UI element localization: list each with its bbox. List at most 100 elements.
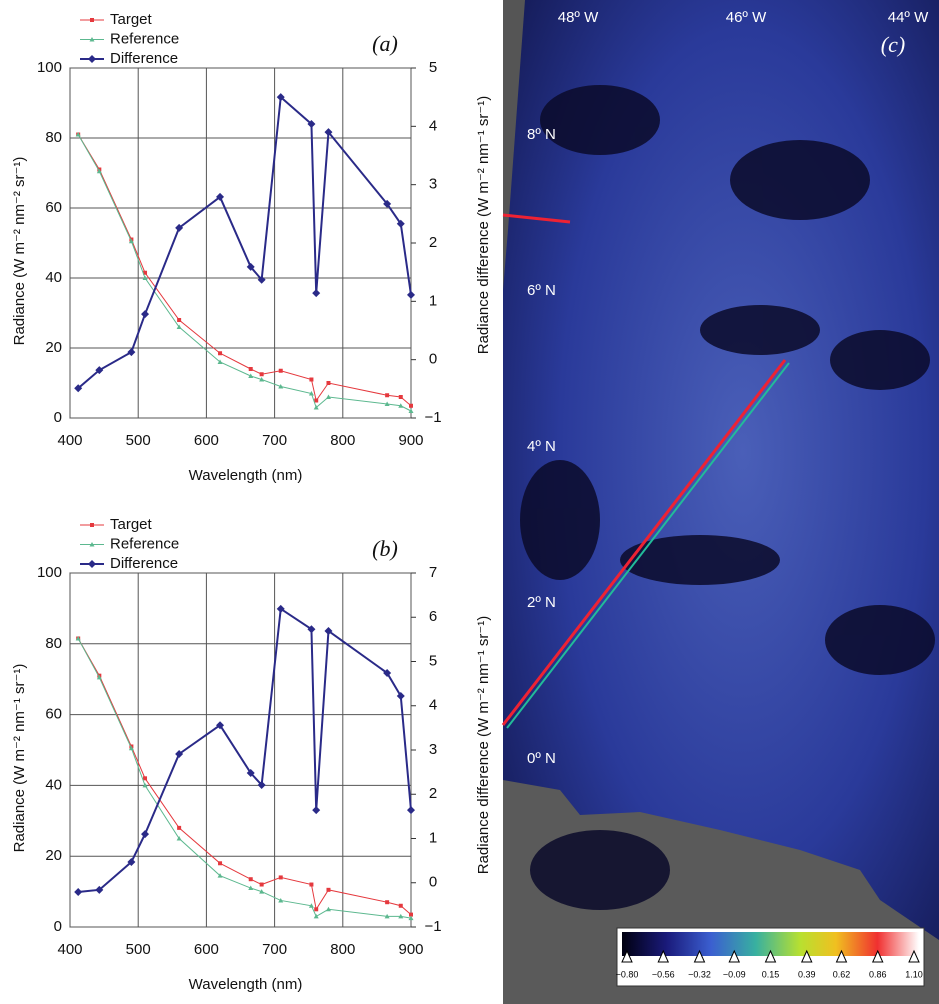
- colorbar-tick-label: 0.62: [833, 969, 851, 979]
- y2-tick-label: 2: [429, 234, 437, 251]
- x-tick-label: 900: [398, 432, 423, 449]
- marker: [248, 877, 253, 882]
- marker: [398, 395, 403, 399]
- marker: [95, 885, 104, 894]
- marker: [259, 882, 264, 887]
- y2-axis-title: Radiance difference (W m⁻² nm⁻¹ sr⁻¹): [475, 616, 492, 875]
- marker: [408, 408, 414, 413]
- y2-tick-label: 5: [429, 652, 437, 669]
- y-tick-label: 20: [45, 339, 62, 356]
- y2-tick-label: 1: [429, 829, 437, 846]
- arrow: [502, 213, 571, 224]
- arrow: [506, 362, 790, 729]
- lon-label: 48º W: [558, 9, 599, 26]
- marker: [177, 318, 182, 322]
- marker: [96, 674, 102, 680]
- colorbar-tick-label: 0.15: [762, 969, 780, 979]
- panel-label: (a): [372, 31, 398, 56]
- marker: [276, 604, 285, 613]
- marker: [309, 377, 314, 382]
- map-panel: (c): [501, 0, 939, 1004]
- marker: [257, 275, 266, 284]
- x-tick-label: 800: [330, 941, 355, 958]
- marker: [95, 366, 104, 375]
- colorbar-tick: [871, 949, 884, 963]
- x-tick-label: 400: [57, 941, 82, 958]
- y2-tick-label: 5: [429, 59, 437, 76]
- y-tick-label: 60: [45, 199, 62, 216]
- marker: [276, 93, 285, 102]
- marker: [383, 669, 392, 678]
- marker: [128, 745, 134, 751]
- marker: [246, 769, 255, 778]
- y2-tick-label: 7: [429, 564, 437, 581]
- x-tick-label: 600: [194, 941, 219, 958]
- y2-tick-label: −1: [424, 409, 441, 426]
- panel-label: (b): [372, 536, 398, 561]
- colorbar-tick: [621, 949, 633, 963]
- x-axis-title: Wavelength (nm): [189, 467, 303, 484]
- line-chart: 400 500 600 700 800 900 0 20 40 60 80 100 −1 0 1 2 3 4 5 6 7…: [11, 516, 492, 993]
- marker: [384, 913, 390, 919]
- legend-label: Reference: [110, 535, 179, 552]
- charts: 400 500 600 700 800 900020406080100−1012345Wa…: [11, 11, 492, 993]
- colorbar-tick-label: 1.10: [905, 969, 923, 979]
- legend-marker: [90, 18, 94, 22]
- y2-tick-label: 3: [429, 741, 437, 758]
- colorbar-tick: [693, 949, 706, 963]
- colorbar-tick: [835, 949, 848, 963]
- colorbar-tick: [800, 949, 813, 963]
- marker: [218, 861, 223, 866]
- legend-marker: [89, 542, 95, 547]
- marker: [409, 403, 413, 408]
- marker: [307, 120, 316, 128]
- y2-tick-label: 0: [429, 874, 437, 891]
- colorbar-tick-label: −0.80: [616, 969, 639, 979]
- marker: [308, 903, 314, 908]
- marker: [257, 780, 266, 789]
- marker: [128, 238, 134, 244]
- marker: [385, 393, 390, 398]
- lat-label: 2º N: [527, 594, 556, 611]
- marker: [396, 692, 405, 701]
- y2-tick-label: 0: [429, 351, 437, 368]
- marker: [218, 351, 223, 356]
- lat-label: 4º N: [527, 438, 556, 455]
- y2-tick-label: −1: [424, 918, 441, 935]
- colorbar-tick: [728, 949, 741, 963]
- marker: [75, 635, 81, 641]
- marker: [409, 912, 413, 917]
- colorbar-tick-label: −0.56: [652, 969, 675, 979]
- colorbar-tick: [908, 949, 920, 963]
- y-tick-label: 60: [45, 706, 62, 723]
- marker: [278, 368, 283, 373]
- marker: [143, 270, 148, 275]
- y-tick-label: 40: [45, 269, 62, 286]
- marker: [127, 348, 136, 357]
- colorbar-tick: [657, 949, 670, 963]
- marker: [398, 903, 403, 908]
- y2-tick-label: 4: [429, 697, 437, 714]
- marker: [176, 836, 182, 841]
- y2-tick-label: 2: [429, 785, 437, 802]
- marker: [312, 806, 321, 815]
- legend-label: Difference: [110, 555, 178, 572]
- y-tick-label: 100: [37, 564, 62, 581]
- legend-label: Reference: [110, 30, 179, 47]
- cloud-shadows: [520, 85, 935, 910]
- x-tick-label: 900: [398, 941, 423, 958]
- marker: [314, 398, 319, 403]
- marker: [74, 888, 83, 897]
- marker: [324, 626, 333, 635]
- y-tick-label: 0: [54, 918, 62, 935]
- marker: [141, 830, 150, 839]
- marker: [312, 289, 321, 298]
- y2-tick-label: 4: [429, 117, 437, 134]
- legend-marker: [89, 37, 95, 42]
- y-tick-label: 80: [45, 635, 62, 652]
- marker: [259, 372, 264, 377]
- y-axis-title: Radiance (W m⁻² nm⁻² sr⁻¹): [11, 157, 28, 346]
- marker: [278, 384, 284, 389]
- marker: [313, 913, 319, 919]
